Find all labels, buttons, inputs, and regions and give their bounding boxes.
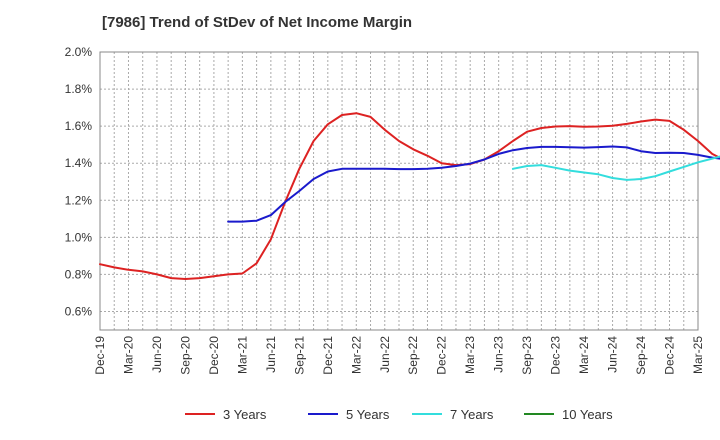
legend-label: 3 Years [223, 407, 267, 422]
x-tick-label: Dec-20 [207, 336, 221, 375]
x-tick-label: Sep-23 [520, 336, 534, 375]
x-tick-label: Sep-22 [406, 336, 420, 375]
y-tick-label: 1.0% [65, 230, 93, 244]
x-tick-label: Mar-24 [577, 336, 591, 374]
axis-layer: 0.6% 0.8% 1.0% 1.2% 1.4% 1.6% 1.8% 2.0% Dec-19 Ma… [65, 45, 705, 375]
x-tick-label: Dec-24 [663, 336, 677, 375]
legend-label: 10 Years [562, 407, 613, 422]
x-tick-label: Sep-24 [634, 336, 648, 375]
legend: 3 Years 5 Years 7 Years 10 Years [185, 407, 613, 422]
y-tick-label: 1.2% [65, 193, 93, 207]
y-tick-label: 1.6% [65, 119, 93, 133]
series-line [511, 155, 720, 181]
x-tick-label: Mar-20 [121, 336, 135, 374]
chart-title: [7986] Trend of StDev of Net Income Marg… [102, 14, 413, 31]
x-tick-label: Mar-21 [235, 336, 249, 374]
legend-label: 7 Years [450, 407, 494, 422]
y-tick-label: 1.4% [65, 156, 93, 170]
series-layer [99, 112, 720, 280]
plot-border [99, 51, 699, 331]
x-tick-label: Dec-23 [549, 336, 563, 375]
y-tick-label: 1.8% [65, 82, 93, 96]
x-tick-label: Dec-19 [93, 336, 107, 375]
x-tick-label: Mar-22 [349, 336, 363, 374]
y-tick-label: 0.6% [65, 304, 93, 318]
legend-label: 5 Years [346, 407, 390, 422]
x-tick-label: Sep-21 [292, 336, 306, 375]
x-tick-label: Mar-23 [463, 336, 477, 374]
x-tick-label: Dec-22 [435, 336, 449, 375]
x-tick-label: Jun-20 [150, 336, 164, 373]
x-tick-label: Jun-21 [264, 336, 278, 373]
x-tick-label: Dec-21 [321, 336, 335, 375]
series-line [227, 145, 720, 223]
x-tick-label: Jun-22 [378, 336, 392, 373]
x-tick-label: Sep-20 [178, 336, 192, 375]
series-line [99, 112, 720, 280]
plot-background [100, 52, 698, 330]
x-tick-label: Jun-23 [492, 336, 506, 373]
y-tick-label: 0.8% [65, 267, 93, 281]
x-tick-label: Mar-25 [691, 336, 705, 374]
x-tick-label: Jun-24 [606, 336, 620, 373]
y-tick-label: 2.0% [65, 45, 93, 59]
